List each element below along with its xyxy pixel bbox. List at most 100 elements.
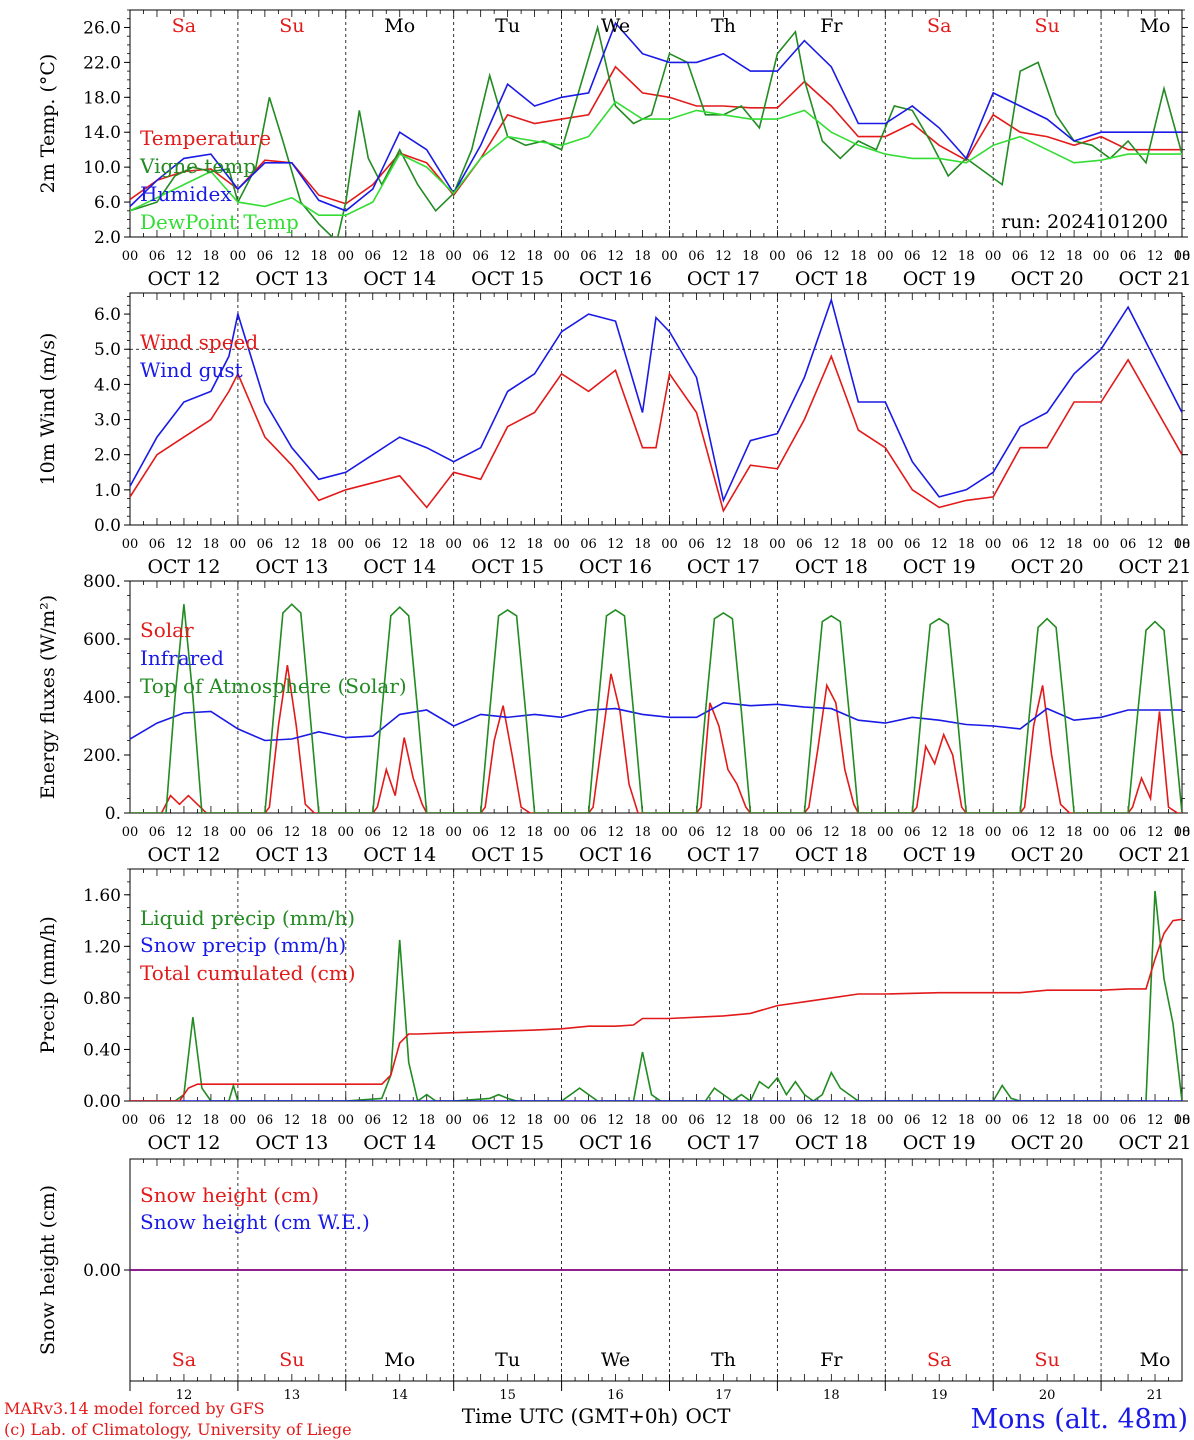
y-axis-label: 2m Temp. (°C) — [37, 54, 59, 194]
weekday-label: Su — [279, 15, 304, 37]
date-label: OCT 15 — [471, 268, 544, 290]
date-label: OCT 16 — [579, 268, 652, 290]
y-tick-label: 200. — [83, 746, 121, 766]
series-line-red — [130, 664, 1182, 813]
panel-3: 0. 200. 400. 600. 800. Energy fluxes (W/m²) So… — [37, 572, 1192, 866]
hour-label: 18 — [958, 825, 975, 840]
hour-label: 00 — [985, 1113, 1002, 1128]
hour-label: 12 — [607, 1113, 624, 1128]
legend-entry: Total cumulated (cm) — [140, 961, 356, 985]
date-label: OCT 12 — [147, 556, 220, 578]
date-label: OCT 17 — [687, 844, 760, 866]
y-tick-label: 800. — [83, 572, 121, 592]
hour-label: 18 — [958, 1113, 975, 1128]
hour-label: 12 — [607, 249, 624, 264]
date-label: OCT 18 — [795, 844, 868, 866]
hour-label: 06 — [1120, 825, 1137, 840]
hour-label: 00 — [445, 825, 462, 840]
hour-label: 12 — [931, 249, 948, 264]
legend-entry: Wind gust — [140, 358, 243, 382]
date-label: OCT 12 — [147, 268, 220, 290]
hour-label: 12 — [823, 1113, 840, 1128]
hour-label: 00 — [445, 249, 462, 264]
hour-label: 18 — [634, 249, 651, 264]
hour-label: 00 — [338, 825, 355, 840]
date-label: OCT 14 — [363, 844, 436, 866]
hour-label: 06 — [472, 1113, 489, 1128]
hour-label: 06 — [1012, 537, 1029, 552]
hour-label: 00 — [1174, 825, 1191, 840]
date-label: OCT 20 — [1011, 844, 1084, 866]
hour-label: 12 — [607, 825, 624, 840]
hour-label: 00 — [553, 249, 570, 264]
hour-label: 18 — [1174, 249, 1191, 264]
legend-entry: Temperature — [140, 126, 271, 150]
legend-entry: Solar — [140, 618, 194, 642]
hour-label: 12 — [284, 249, 301, 264]
hour-label: 12 — [823, 825, 840, 840]
hour-label: 18 — [634, 1113, 651, 1128]
weekday-label: Su — [1034, 15, 1059, 37]
hour-label: 06 — [149, 825, 166, 840]
hour-label: 00 — [1093, 249, 1110, 264]
day-number-label: 17 — [715, 1388, 732, 1403]
hour-label: 00 — [445, 1113, 462, 1128]
y-tick-label: 26.0 — [83, 18, 121, 38]
hour-label: 12 — [499, 825, 516, 840]
date-label: OCT 14 — [363, 556, 436, 578]
hour-label: 18 — [958, 537, 975, 552]
date-label: OCT 18 — [795, 556, 868, 578]
y-tick-label: 1.20 — [83, 937, 121, 957]
hour-label: 00 — [661, 537, 678, 552]
hour-label: 00 — [769, 825, 786, 840]
weekday-label: Tu — [495, 15, 520, 37]
hour-label: 06 — [257, 1113, 274, 1128]
hour-label: 12 — [715, 249, 732, 264]
y-tick-label: 1.60 — [83, 886, 121, 906]
hour-label: 12 — [499, 1113, 516, 1128]
hour-label: 06 — [796, 825, 813, 840]
day-number-label: 20 — [1039, 1388, 1056, 1403]
hour-label: 18 — [742, 1113, 759, 1128]
hour-label: 18 — [850, 825, 867, 840]
hour-label: 12 — [391, 1113, 408, 1128]
date-label: OCT 18 — [795, 1132, 868, 1154]
hour-label: 12 — [176, 1113, 193, 1128]
y-tick-label: 400. — [83, 688, 121, 708]
date-label: OCT 20 — [1011, 556, 1084, 578]
hour-label: 00 — [661, 1113, 678, 1128]
hour-label: 06 — [904, 537, 921, 552]
date-label: OCT 14 — [363, 1132, 436, 1154]
hour-label: 06 — [688, 249, 705, 264]
date-label: OCT 21 — [1119, 556, 1192, 578]
hour-label: 06 — [688, 537, 705, 552]
hour-label: 18 — [742, 825, 759, 840]
y-axis-label: Precip (mm/h) — [37, 916, 59, 1054]
hour-label: 12 — [391, 249, 408, 264]
hour-label: 18 — [418, 537, 435, 552]
hour-label: 00 — [877, 825, 894, 840]
y-tick-label: 2.0 — [94, 228, 121, 248]
weekday-label: Th — [711, 1349, 736, 1371]
y-tick-label: 2.0 — [94, 446, 121, 466]
legend-entry: Snow precip (mm/h) — [140, 933, 346, 957]
date-label: OCT 16 — [579, 1132, 652, 1154]
hour-label: 06 — [904, 1113, 921, 1128]
date-label: OCT 12 — [147, 844, 220, 866]
day-number-label: 13 — [284, 1388, 301, 1403]
date-label: OCT 13 — [255, 268, 328, 290]
hour-label: 00 — [230, 537, 247, 552]
date-label: OCT 19 — [903, 556, 976, 578]
hour-label: 12 — [1039, 1113, 1056, 1128]
hour-label: 06 — [472, 249, 489, 264]
hour-label: 00 — [1093, 1113, 1110, 1128]
y-tick-label: 18.0 — [83, 88, 121, 108]
y-tick-label: 0.40 — [83, 1040, 121, 1060]
hour-label: 12 — [176, 537, 193, 552]
hour-label: 06 — [364, 1113, 381, 1128]
plot-frame — [129, 292, 1183, 526]
y-tick-label: 22.0 — [83, 53, 121, 73]
hour-label: 06 — [257, 825, 274, 840]
y-tick-label: 6.0 — [94, 305, 121, 325]
